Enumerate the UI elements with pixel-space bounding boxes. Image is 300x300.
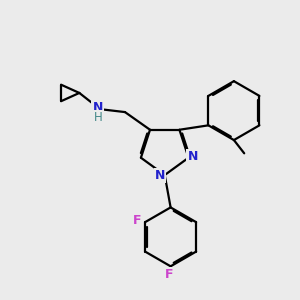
Text: F: F xyxy=(165,268,173,281)
Text: N: N xyxy=(155,169,166,182)
Text: H: H xyxy=(94,111,103,124)
Text: N: N xyxy=(92,101,103,114)
Text: F: F xyxy=(133,214,141,227)
Text: N: N xyxy=(188,150,198,163)
